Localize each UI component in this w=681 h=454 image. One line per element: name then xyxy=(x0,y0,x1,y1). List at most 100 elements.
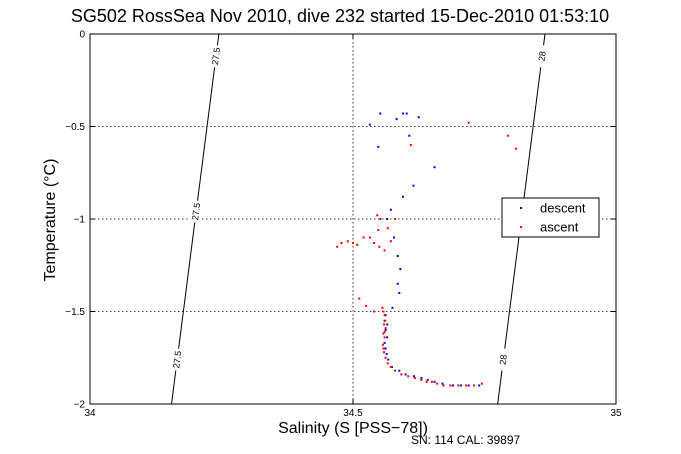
ascent-point xyxy=(340,242,343,245)
descent-point xyxy=(478,384,481,387)
descent-point xyxy=(399,267,402,270)
descent-point xyxy=(393,236,396,239)
ascent-point xyxy=(346,240,349,243)
descent-point xyxy=(426,378,429,381)
grid-lines xyxy=(90,34,616,404)
ascent-point xyxy=(384,327,387,330)
ascent-point xyxy=(384,319,387,322)
ascent-point xyxy=(378,245,381,248)
descent-point xyxy=(384,314,387,317)
y-tick-label: 0 xyxy=(79,30,85,41)
ascent-point xyxy=(420,378,423,381)
ascent-point xyxy=(480,382,483,385)
x-tick-label: 34 xyxy=(84,408,96,419)
ascent-point xyxy=(358,297,361,300)
descent-point xyxy=(433,166,436,169)
descent-point xyxy=(420,377,423,380)
descent-point xyxy=(467,384,470,387)
isopycnal-label-bg xyxy=(189,200,203,224)
isopycnal-label-bg xyxy=(535,44,549,68)
ascent-point xyxy=(383,249,386,252)
ascent-point xyxy=(409,144,412,146)
ascent-point xyxy=(394,369,397,372)
isopycnal-label: 27.5 xyxy=(210,47,222,66)
descent-point xyxy=(395,118,398,121)
descent-point xyxy=(401,195,404,198)
legend-marker-descent xyxy=(520,207,522,209)
descent-point xyxy=(398,292,401,294)
descent-point xyxy=(368,123,371,126)
descent-point xyxy=(396,255,399,257)
ascent-point xyxy=(356,243,359,246)
descent-point xyxy=(391,306,394,309)
ascent-point xyxy=(383,323,386,326)
y-tick-label: −1 xyxy=(74,215,86,226)
ascent-point xyxy=(382,310,385,313)
descent-point xyxy=(459,384,462,387)
legend-label-ascent: ascent xyxy=(540,220,579,235)
ascent-point xyxy=(376,214,379,217)
ascent-point xyxy=(382,347,385,350)
ascent-point xyxy=(457,384,460,387)
y-tick-label: −0.5 xyxy=(65,122,85,133)
ascent-point xyxy=(379,218,382,220)
ascent-point xyxy=(442,384,445,387)
isopycnal-label-bg xyxy=(209,44,223,68)
descent-point xyxy=(398,369,401,372)
ascent-point xyxy=(386,362,389,365)
descent-point xyxy=(396,282,399,285)
isopycnal-label-bg xyxy=(496,348,510,372)
ascent-point xyxy=(377,229,380,232)
descent-point xyxy=(404,373,407,376)
ascent-point xyxy=(373,242,376,245)
ascent-point xyxy=(389,240,392,243)
ascent-point xyxy=(465,384,468,387)
ascent-point xyxy=(515,147,518,150)
descent-point xyxy=(401,112,404,115)
ascent-point xyxy=(381,343,384,346)
chart-title: SG502 RossSea Nov 2010, dive 232 started… xyxy=(71,6,609,26)
ascent-point xyxy=(472,384,475,387)
ascent-point xyxy=(383,351,386,354)
ascent-point xyxy=(449,384,452,387)
ascent-point xyxy=(336,245,339,248)
ascent-point xyxy=(368,236,371,239)
descent-point xyxy=(441,382,444,385)
descent-point xyxy=(383,341,386,344)
ascent-point xyxy=(467,121,470,124)
x-tick-label: 34.5 xyxy=(343,408,363,419)
descent-point xyxy=(377,145,380,148)
axis-ticks: 34 34.5 35 −2 −1.5 −1 −0.5 0 xyxy=(65,30,622,420)
legend-box xyxy=(501,197,600,238)
ascent-point xyxy=(352,242,354,245)
ascent-point xyxy=(394,218,397,220)
descent-point xyxy=(386,218,389,220)
ascent-point xyxy=(507,134,510,137)
ascent-point xyxy=(384,356,387,359)
isopycnal-label: 27.5 xyxy=(171,350,183,369)
ascent-point xyxy=(407,375,410,378)
descent-point xyxy=(386,336,389,339)
y-tick-label: −1.5 xyxy=(65,307,85,318)
ascent-point xyxy=(414,377,417,380)
ascent-point xyxy=(365,304,368,307)
ascent-point xyxy=(436,382,439,385)
ascent-point xyxy=(430,380,433,383)
legend: descent ascent xyxy=(501,197,600,238)
descent-point xyxy=(408,134,411,137)
descent-point xyxy=(413,375,416,378)
ascent-point xyxy=(400,373,403,376)
ascent-point xyxy=(383,330,386,333)
descent-point xyxy=(412,184,415,187)
ascent-point xyxy=(382,332,385,335)
y-tick-label: −2 xyxy=(74,400,86,411)
descent-point xyxy=(386,323,389,326)
descent-point xyxy=(389,208,392,211)
descent-point xyxy=(433,380,436,383)
y-axis-label: Temperature (°C) xyxy=(42,159,59,282)
ascent-point xyxy=(381,306,384,309)
serial-cal-label: SN: 114 CAL: 39897 xyxy=(411,433,521,447)
ascent-point xyxy=(386,227,389,230)
ascent-point xyxy=(383,336,386,339)
